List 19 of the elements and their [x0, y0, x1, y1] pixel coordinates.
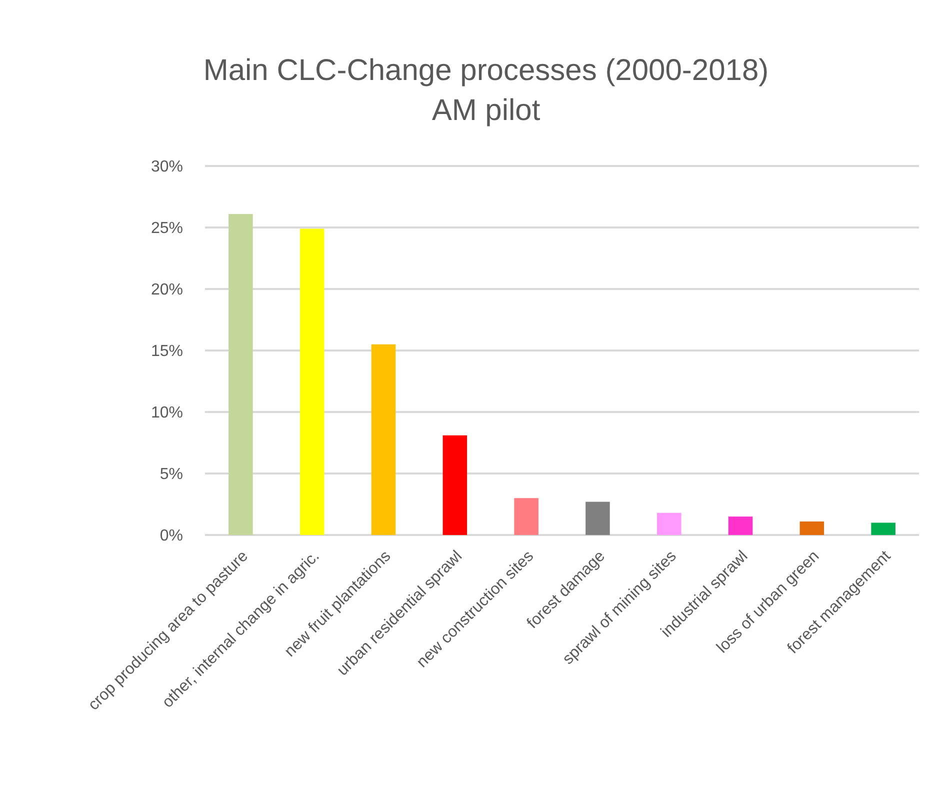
- bar: [728, 516, 753, 535]
- bar: [228, 214, 253, 535]
- y-tick-label: 25%: [150, 220, 183, 238]
- y-tick-label: 0%: [160, 528, 183, 545]
- bar: [586, 502, 610, 535]
- bar: [371, 344, 396, 535]
- y-tick-label: 5%: [160, 466, 183, 484]
- y-tick-label: 20%: [150, 282, 183, 299]
- chart-title: Main CLC-Change processes (2000-2018): [203, 54, 769, 87]
- bar: [656, 512, 682, 535]
- bar: [442, 435, 468, 535]
- bar: [800, 521, 824, 535]
- y-tick-label: 10%: [150, 404, 183, 422]
- y-tick-label: 15%: [150, 343, 183, 360]
- y-tick-label: 30%: [150, 158, 183, 176]
- bar: [514, 498, 538, 535]
- chart-subtitle: AM pilot: [432, 94, 541, 127]
- bar: [300, 228, 324, 535]
- bar: [871, 522, 896, 535]
